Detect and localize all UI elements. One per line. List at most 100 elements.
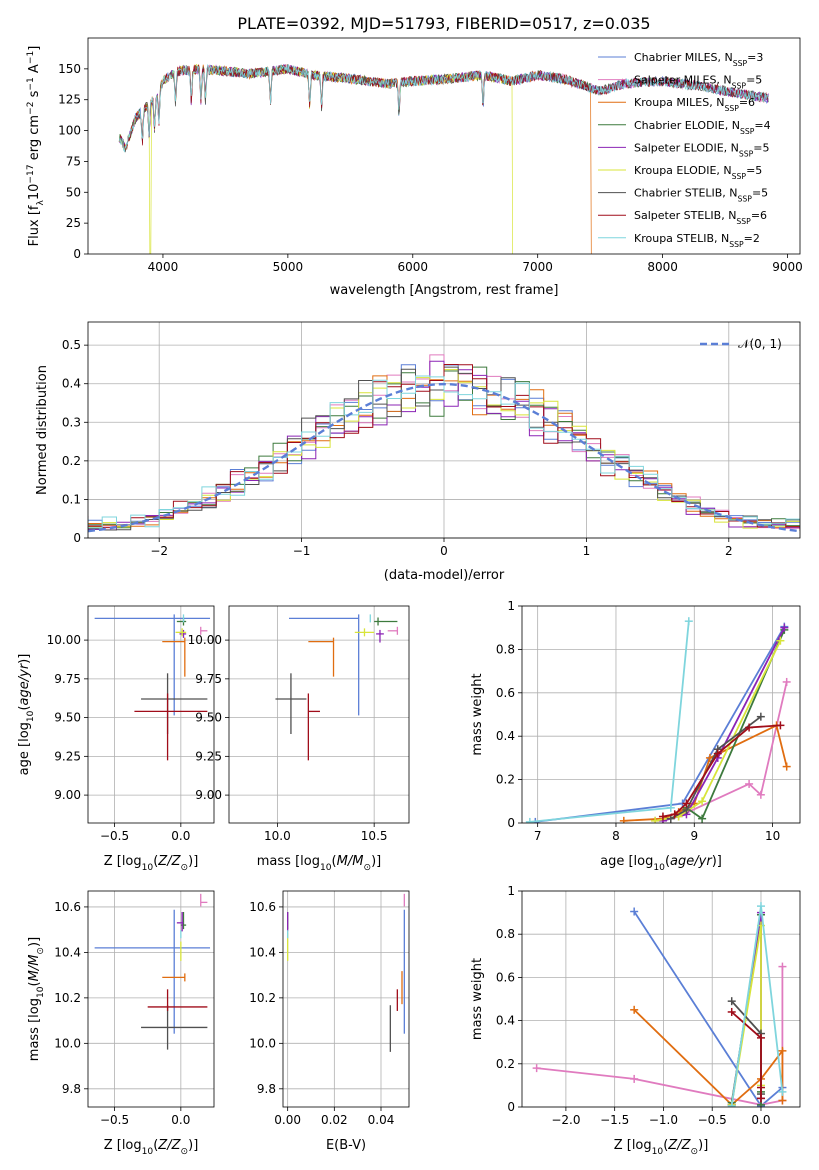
- axes-frame: [87, 321, 801, 539]
- tick-label-y: 0.4: [496, 1014, 515, 1028]
- grid: [88, 891, 214, 1107]
- tick-label-y: 10.0: [249, 1036, 276, 1050]
- tick-label-y: 10.00: [47, 633, 81, 647]
- error-bars: [94, 614, 211, 761]
- tick-label-x: −1.5: [600, 1113, 629, 1127]
- tick-label-x: 9: [690, 829, 698, 843]
- spectrum-line-kroupa-stelib: [118, 63, 769, 153]
- x-axis-label-part: (: [153, 854, 158, 869]
- tick-label-y: 0.4: [62, 377, 81, 391]
- axes-frame: [282, 890, 410, 1108]
- panel-spectrum: 4000 5000 6000 7000 8000 9000 0 25 50 75 100 125 150…: [26, 37, 803, 298]
- panel-mass-vs-EBV: 0.00 0.02 0.04 9.8 10.0 10.2 10.4 10.6 E(B-V): [249, 890, 410, 1153]
- x-axis-label: Z [log10(Z/Z⊙)]: [104, 854, 199, 873]
- x-axis-label: Z [log10(Z/Z⊙)]: [614, 1138, 709, 1157]
- weight-lines: [525, 617, 791, 823]
- x-axis-label-part: )]: [698, 1138, 708, 1153]
- legend-label-part: =5: [746, 74, 762, 87]
- weight-line: [535, 626, 786, 823]
- tick-label-x: −2.0: [551, 1113, 580, 1127]
- weight-line: [730, 905, 784, 1107]
- tick-label-y: 9.00: [54, 788, 81, 802]
- tick-label-y: 125: [58, 93, 81, 107]
- tick-label-y: 9.50: [195, 711, 222, 725]
- legend-label-part: SSP: [732, 172, 747, 181]
- grid: [522, 605, 800, 824]
- y-axis-label-part: mass [log: [27, 998, 42, 1061]
- legend-label: Chabrier MILES, NSSP=3: [634, 51, 763, 68]
- tick-label-y: 10.4: [249, 945, 276, 959]
- tick-label-y: 0.6: [496, 970, 515, 984]
- tick-label-y: 0: [507, 816, 515, 830]
- tick-label-y: 9.00: [195, 788, 222, 802]
- y-axis-label-part: Flux [f: [27, 205, 42, 246]
- y-axis-label-part: 10: [27, 184, 42, 201]
- axes-frame: [228, 605, 410, 824]
- spectrum-line-kroupa-elodie: [119, 63, 513, 254]
- figure-title: PLATE=0392, MJD=51793, FIBERID=0517, z=0…: [237, 14, 650, 33]
- y-axis-label-part: −1: [26, 51, 36, 64]
- x-axis-label-part: ⊙: [363, 863, 371, 873]
- tick-label-x: 4000: [148, 260, 179, 274]
- legend-label: Kroupa ELODIE, NSSP=5: [634, 164, 762, 181]
- tick-label-x: 10: [765, 829, 780, 843]
- y-axis-label: mass weight: [470, 673, 485, 755]
- tick-label-y: 75: [66, 154, 81, 168]
- tick-label-y: 9.25: [54, 749, 81, 763]
- tick-label-x: −1.0: [649, 1113, 678, 1127]
- tick-label-y: 0.2: [496, 1057, 515, 1071]
- tick-label-y: 0.5: [62, 338, 81, 352]
- x-axis-label-part: ⊙: [691, 1147, 699, 1157]
- legend-label-part: =4: [754, 119, 770, 132]
- x-axis-label: age [log10(age/yr)]: [600, 854, 722, 873]
- legend-label-part: Salpeter MILES, N: [634, 74, 732, 87]
- legend-label-part: Salpeter STELIB, N: [634, 209, 736, 222]
- error-bars: [275, 614, 399, 761]
- y-axis-label-part: erg cm: [27, 115, 42, 164]
- tick-label-x: 0.0: [171, 1113, 190, 1127]
- tick-label-x: 8000: [647, 260, 678, 274]
- x-axis-label-part: ⊙: [181, 863, 189, 873]
- ticks: 10.0 10.5 9.00 9.25 9.50 9.75 10.00: [188, 633, 388, 843]
- legend-label-part: SSP: [729, 239, 744, 248]
- y-axis-label-part: ]: [27, 46, 42, 51]
- tick-label-y: 0.2: [496, 773, 515, 787]
- tick-label-y: 0: [73, 531, 81, 545]
- panel-residuals: −2 −1 0 1 2 0 0.1 0.2 0.3 0.4 0.5 𝒩(0, 1) (data-mode…: [35, 321, 801, 583]
- tick-label-y: 10.6: [249, 900, 276, 914]
- ticks: −0.5 0.0 9.00 9.25 9.50 9.75 10.00: [47, 633, 191, 843]
- legend-label-part: =5: [746, 164, 762, 177]
- tick-label-y: 10.6: [54, 900, 81, 914]
- tick-label-x: 6000: [397, 260, 428, 274]
- tick-label-x: 9000: [772, 260, 803, 274]
- tick-label-y: 0.8: [496, 642, 515, 656]
- legend-label-part: =2: [744, 232, 760, 245]
- y-axis-label-part: (: [17, 705, 32, 710]
- y-axis-label-part: age [log: [17, 722, 32, 775]
- x-axis-label-part: )]: [371, 854, 381, 869]
- panel-mass-vs-Z: −0.5 0.09.810.010.210.410.6Z [log10(Z/Z⊙)…: [27, 890, 215, 1157]
- x-axis-label-part: E(B-V): [326, 1138, 366, 1153]
- tick-label-y: 0.3: [62, 415, 81, 429]
- tick-label-x: 0.00: [274, 1113, 301, 1127]
- tick-label-y: 0.4: [496, 729, 515, 743]
- y-axis-label: Flux [fλ10−17 erg cm−2 s−1 A−1]: [26, 46, 46, 247]
- ticks: 4000 5000 6000 7000 8000 9000 0 25 50 75 100 125 150: [58, 62, 803, 274]
- weight-line: [529, 621, 690, 823]
- error-bars: [94, 893, 211, 1050]
- x-axis-label-part: Z/Z: [157, 854, 181, 869]
- legend-label-part: SSP: [739, 149, 754, 158]
- grid: [283, 891, 409, 1107]
- x-axis-label-part: Z [log: [104, 854, 142, 869]
- tick-label-x: 10.5: [361, 829, 388, 843]
- legend-label-part: SSP: [738, 194, 753, 203]
- tick-label-x: 10.0: [264, 829, 291, 843]
- x-axis-label-part: 10: [142, 1147, 154, 1157]
- tick-label-y: 9.50: [54, 711, 81, 725]
- histogram-salpeter-stelib: [88, 364, 800, 531]
- legend-label-part: =6: [751, 209, 767, 222]
- y-axis-label: age [log10(age/yr)]: [17, 654, 36, 776]
- error-bars: [287, 893, 405, 1052]
- tick-label-x: 2: [725, 544, 733, 558]
- y-axis-label-part: ⊙: [36, 947, 46, 955]
